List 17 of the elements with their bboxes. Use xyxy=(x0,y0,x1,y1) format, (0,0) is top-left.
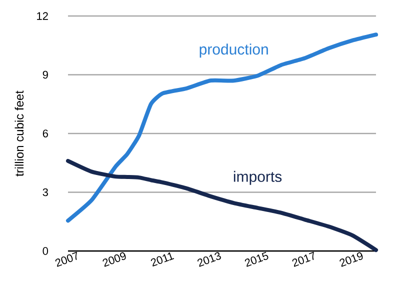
series-label: imports xyxy=(234,170,282,185)
line-series xyxy=(66,32,378,223)
series-label: production xyxy=(200,44,268,58)
x-tick-label: 2007 xyxy=(55,252,77,267)
y-tick-label: 0 xyxy=(42,247,48,255)
x-tick-label: 2011 xyxy=(150,252,174,267)
x-tick-label: 2013 xyxy=(198,252,221,267)
y-tick-label: 6 xyxy=(42,130,48,138)
line-series xyxy=(66,158,378,252)
y-axis-title: trillion cubic feet xyxy=(14,90,24,176)
y-tick-label: 12 xyxy=(37,12,48,20)
x-tick-label: 2017 xyxy=(292,252,314,267)
x-tick-label: 2015 xyxy=(244,252,268,267)
y-tick-label: 9 xyxy=(42,70,48,79)
x-tick-label: 2009 xyxy=(102,252,126,267)
x-tick-label: 2019 xyxy=(340,252,363,267)
y-tick-label: 3 xyxy=(42,188,48,196)
